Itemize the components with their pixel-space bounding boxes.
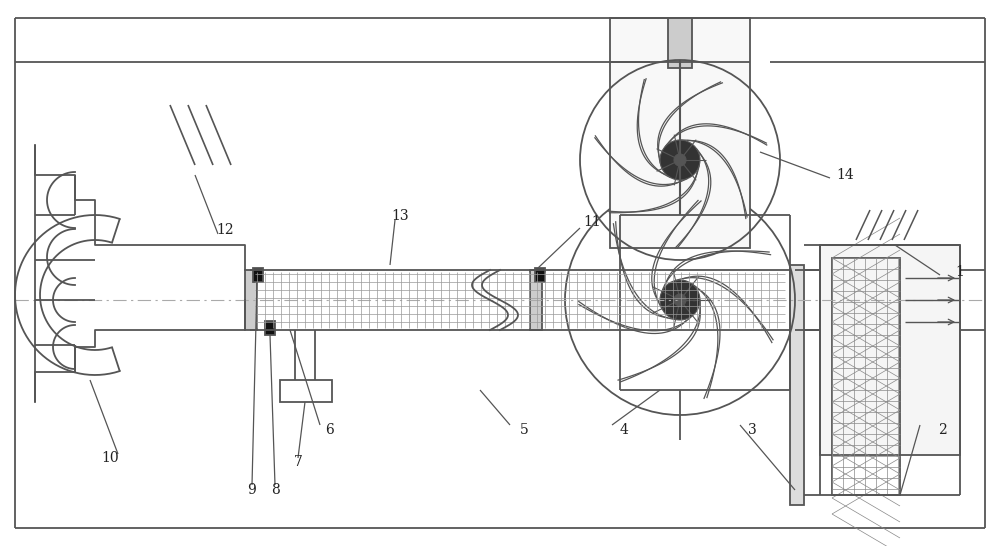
- Circle shape: [660, 280, 700, 320]
- Bar: [790, 265, 804, 505]
- Text: 6: 6: [326, 423, 334, 437]
- Bar: [530, 270, 542, 330]
- Bar: [245, 270, 257, 330]
- Bar: [832, 258, 900, 495]
- Circle shape: [674, 154, 686, 166]
- Text: 10: 10: [101, 451, 119, 465]
- Text: 4: 4: [620, 423, 628, 437]
- Circle shape: [660, 140, 700, 180]
- Bar: [820, 245, 960, 455]
- Bar: [265, 321, 275, 335]
- Text: 9: 9: [248, 483, 256, 497]
- Text: 5: 5: [520, 423, 528, 437]
- Circle shape: [674, 294, 686, 306]
- Text: 13: 13: [391, 209, 409, 223]
- Bar: [668, 18, 692, 68]
- Text: 2: 2: [938, 423, 946, 437]
- Bar: [610, 18, 750, 248]
- Text: 14: 14: [836, 168, 854, 182]
- Text: 1: 1: [956, 265, 964, 279]
- Text: 12: 12: [216, 223, 234, 237]
- Bar: [253, 268, 263, 282]
- Text: 8: 8: [271, 483, 279, 497]
- Text: 11: 11: [583, 215, 601, 229]
- Text: 3: 3: [748, 423, 756, 437]
- Bar: [535, 268, 545, 282]
- Text: 7: 7: [294, 455, 302, 469]
- Bar: [280, 380, 332, 402]
